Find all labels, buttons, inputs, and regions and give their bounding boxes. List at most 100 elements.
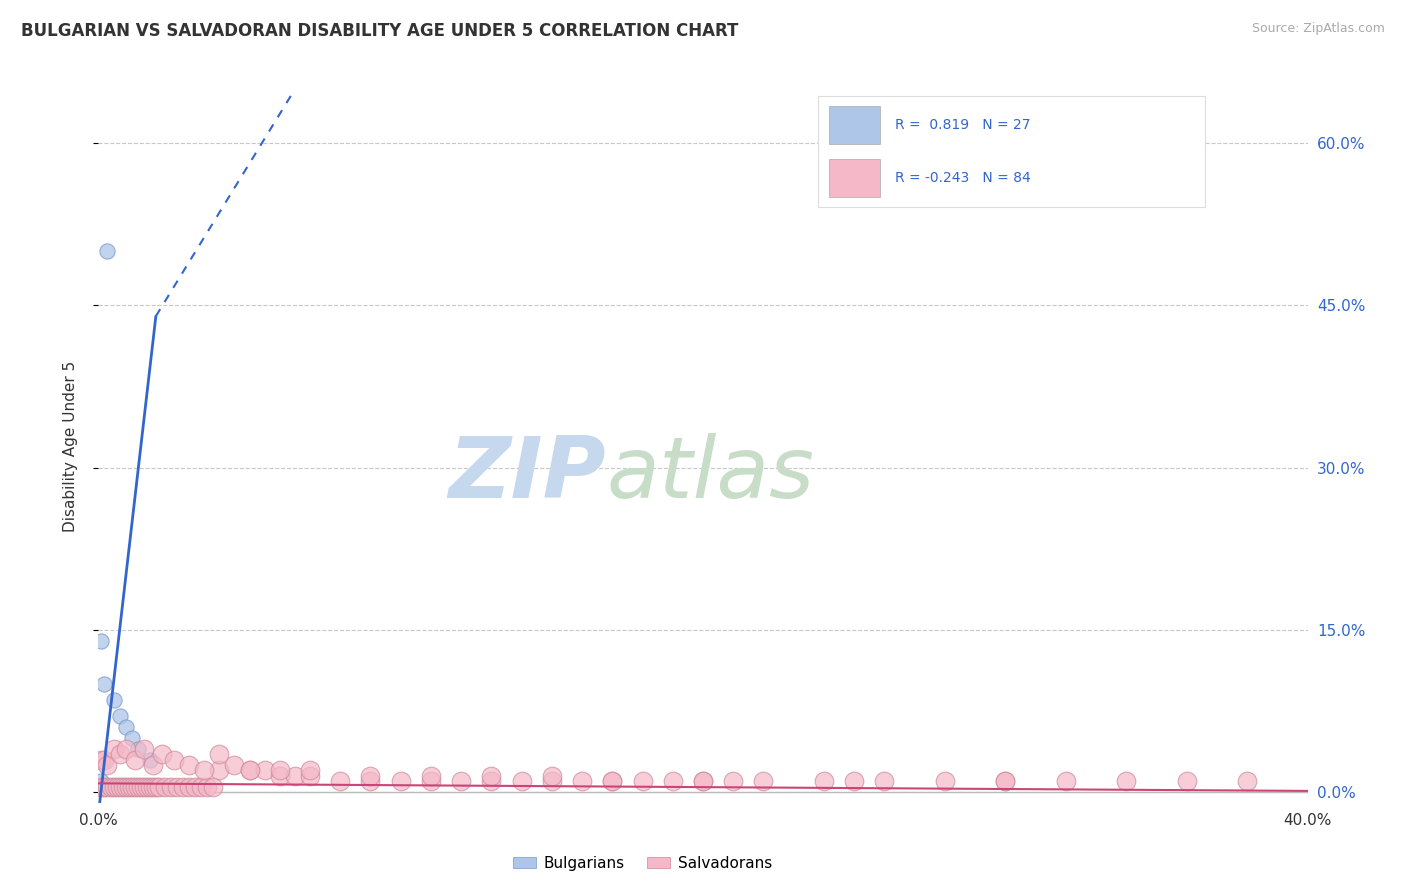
Point xyxy=(90,780,112,794)
Point xyxy=(360,769,382,783)
Point xyxy=(299,764,322,778)
Point xyxy=(481,769,503,783)
Point xyxy=(93,753,115,767)
Point xyxy=(108,747,131,761)
Point xyxy=(166,780,188,794)
Point xyxy=(114,720,136,734)
Point xyxy=(142,780,165,794)
Point xyxy=(540,769,562,783)
Point xyxy=(127,741,149,756)
Text: ZIP: ZIP xyxy=(449,433,606,516)
Point xyxy=(1175,774,1198,789)
Point xyxy=(93,780,115,794)
Point xyxy=(105,780,128,794)
Point xyxy=(111,780,134,794)
Point xyxy=(239,764,262,778)
Point xyxy=(602,774,624,789)
Point xyxy=(934,774,956,789)
Point xyxy=(224,758,246,772)
Point xyxy=(132,780,155,794)
Point xyxy=(100,780,122,794)
Point xyxy=(481,774,503,789)
Point xyxy=(179,780,201,794)
Point xyxy=(540,774,562,789)
Point xyxy=(692,774,714,789)
Point xyxy=(90,774,112,789)
Legend: Bulgarians, Salvadorans: Bulgarians, Salvadorans xyxy=(506,850,779,877)
Point xyxy=(114,741,136,756)
Point xyxy=(299,769,322,783)
Point xyxy=(96,244,118,259)
Point xyxy=(510,774,533,789)
Point xyxy=(103,693,125,707)
Point xyxy=(127,780,149,794)
Y-axis label: Disability Age Under 5: Disability Age Under 5 xyxy=(63,360,77,532)
Point xyxy=(420,769,443,783)
Point xyxy=(420,774,443,789)
Point xyxy=(873,774,896,789)
Point xyxy=(253,764,276,778)
Point xyxy=(692,774,714,789)
Point xyxy=(662,774,685,789)
Point xyxy=(269,764,291,778)
Point xyxy=(195,780,218,794)
Point xyxy=(329,774,352,789)
Point xyxy=(90,753,112,767)
Point xyxy=(124,780,146,794)
Point xyxy=(1054,774,1077,789)
Point xyxy=(118,780,141,794)
Point xyxy=(103,780,125,794)
Point xyxy=(90,780,112,794)
Point xyxy=(360,774,382,789)
Point xyxy=(103,741,125,756)
Point xyxy=(208,764,231,778)
Point xyxy=(163,753,186,767)
Point xyxy=(121,731,143,745)
Point xyxy=(239,764,262,778)
Point xyxy=(190,780,212,794)
Point xyxy=(142,780,165,794)
Point xyxy=(145,780,167,794)
Point xyxy=(135,780,157,794)
Text: atlas: atlas xyxy=(606,433,814,516)
Point xyxy=(121,780,143,794)
Point xyxy=(1115,774,1137,789)
Point xyxy=(129,780,152,794)
Point xyxy=(124,753,146,767)
Point xyxy=(571,774,593,789)
Text: Source: ZipAtlas.com: Source: ZipAtlas.com xyxy=(1251,22,1385,36)
Point xyxy=(389,774,412,789)
Point xyxy=(193,764,215,778)
Point xyxy=(108,780,131,794)
Point xyxy=(114,780,136,794)
Point xyxy=(127,780,149,794)
Point xyxy=(145,780,167,794)
Point xyxy=(132,741,155,756)
Point xyxy=(108,709,131,723)
Point xyxy=(269,769,291,783)
Point xyxy=(121,780,143,794)
Text: BULGARIAN VS SALVADORAN DISABILITY AGE UNDER 5 CORRELATION CHART: BULGARIAN VS SALVADORAN DISABILITY AGE U… xyxy=(21,22,738,40)
Point xyxy=(813,774,835,789)
Point xyxy=(994,774,1017,789)
Point xyxy=(202,780,225,794)
Point xyxy=(148,780,170,794)
Point xyxy=(103,780,125,794)
Point xyxy=(139,753,162,767)
Point xyxy=(160,780,183,794)
Point xyxy=(208,747,231,761)
Point xyxy=(135,780,157,794)
Point xyxy=(132,780,155,794)
Point xyxy=(284,769,307,783)
Point xyxy=(142,758,165,772)
Point xyxy=(108,780,131,794)
Point xyxy=(150,747,173,761)
Point xyxy=(1236,774,1258,789)
Point xyxy=(172,780,194,794)
Point xyxy=(602,774,624,789)
Point xyxy=(118,780,141,794)
Point xyxy=(139,780,162,794)
Point xyxy=(93,780,115,794)
Point xyxy=(752,774,775,789)
Point xyxy=(93,677,115,691)
